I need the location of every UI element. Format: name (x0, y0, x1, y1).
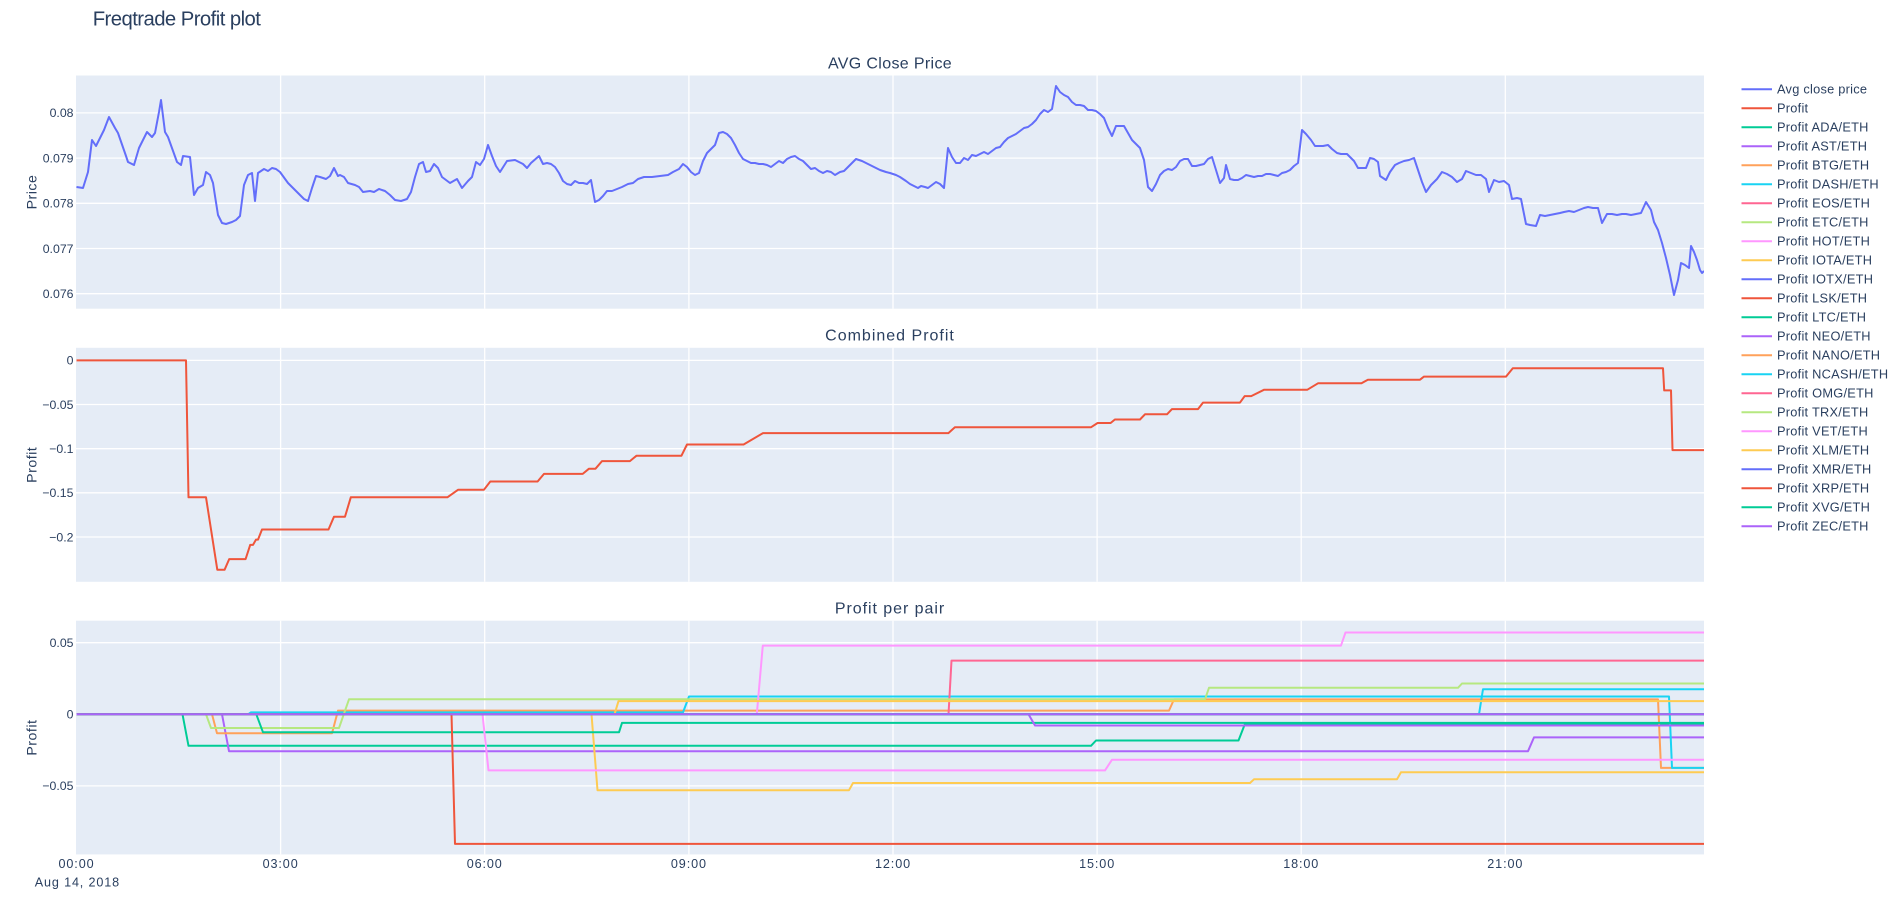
svg-text:Avg close price: Avg close price (1777, 82, 1867, 97)
svg-text:Profit ZEC/ETH: Profit ZEC/ETH (1777, 519, 1869, 534)
svg-text:00:00: 00:00 (58, 857, 94, 871)
svg-text:18:00: 18:00 (1283, 857, 1319, 871)
svg-text:Price: Price (25, 175, 41, 210)
svg-text:03:00: 03:00 (263, 857, 299, 871)
svg-text:Profit: Profit (1777, 101, 1809, 116)
svg-text:Profit EOS/ETH: Profit EOS/ETH (1777, 196, 1870, 211)
svg-text:Profit VET/ETH: Profit VET/ETH (1777, 424, 1868, 439)
svg-text:Profit: Profit (25, 447, 41, 483)
svg-text:Profit LTC/ETH: Profit LTC/ETH (1777, 310, 1866, 325)
svg-text:Profit TRX/ETH: Profit TRX/ETH (1777, 405, 1868, 420)
svg-text:Profit IOTA/ETH: Profit IOTA/ETH (1777, 253, 1872, 268)
svg-text:Profit BTG/ETH: Profit BTG/ETH (1777, 158, 1869, 173)
svg-text:−0.05: −0.05 (42, 779, 73, 793)
svg-text:Profit XLM/ETH: Profit XLM/ETH (1777, 443, 1869, 458)
svg-text:Profit ETC/ETH: Profit ETC/ETH (1777, 215, 1869, 230)
svg-text:−0.1: −0.1 (49, 442, 73, 456)
svg-text:Aug 14, 2018: Aug 14, 2018 (35, 875, 120, 889)
svg-text:−0.05: −0.05 (42, 398, 73, 412)
svg-text:Profit HOT/ETH: Profit HOT/ETH (1777, 234, 1870, 249)
svg-text:21:00: 21:00 (1487, 857, 1523, 871)
svg-text:0.079: 0.079 (43, 151, 74, 165)
svg-text:Profit ADA/ETH: Profit ADA/ETH (1777, 120, 1869, 135)
svg-text:0.08: 0.08 (50, 106, 74, 120)
svg-text:−0.2: −0.2 (49, 530, 73, 544)
svg-text:09:00: 09:00 (671, 857, 707, 871)
svg-text:Profit IOTX/ETH: Profit IOTX/ETH (1777, 272, 1873, 287)
svg-text:Profit DASH/ETH: Profit DASH/ETH (1777, 177, 1879, 192)
svg-text:Profit OMG/ETH: Profit OMG/ETH (1777, 386, 1874, 401)
svg-text:12:00: 12:00 (875, 857, 911, 871)
svg-text:0.05: 0.05 (50, 636, 74, 650)
svg-text:Profit AST/ETH: Profit AST/ETH (1777, 139, 1867, 154)
svg-text:0.078: 0.078 (43, 197, 74, 211)
svg-text:0: 0 (67, 354, 74, 368)
svg-text:Profit XMR/ETH: Profit XMR/ETH (1777, 462, 1872, 477)
svg-text:AVG Close Price: AVG Close Price (828, 55, 952, 72)
svg-text:Profit XRP/ETH: Profit XRP/ETH (1777, 481, 1869, 496)
svg-text:Profit XVG/ETH: Profit XVG/ETH (1777, 500, 1870, 515)
svg-text:0.076: 0.076 (43, 287, 74, 301)
svg-text:15:00: 15:00 (1079, 857, 1115, 871)
svg-text:Combined Profit: Combined Profit (825, 328, 955, 345)
svg-text:Profit NCASH/ETH: Profit NCASH/ETH (1777, 367, 1888, 382)
svg-text:Profit NANO/ETH: Profit NANO/ETH (1777, 348, 1880, 363)
svg-text:0.077: 0.077 (43, 242, 74, 256)
svg-text:Profit NEO/ETH: Profit NEO/ETH (1777, 329, 1871, 344)
svg-text:Profit: Profit (25, 720, 41, 756)
svg-text:0: 0 (67, 708, 74, 722)
svg-text:Profit per pair: Profit per pair (835, 601, 945, 618)
svg-text:06:00: 06:00 (467, 857, 503, 871)
svg-text:−0.15: −0.15 (42, 486, 73, 500)
svg-text:Freqtrade Profit plot: Freqtrade Profit plot (93, 8, 262, 30)
svg-text:Profit LSK/ETH: Profit LSK/ETH (1777, 291, 1867, 306)
